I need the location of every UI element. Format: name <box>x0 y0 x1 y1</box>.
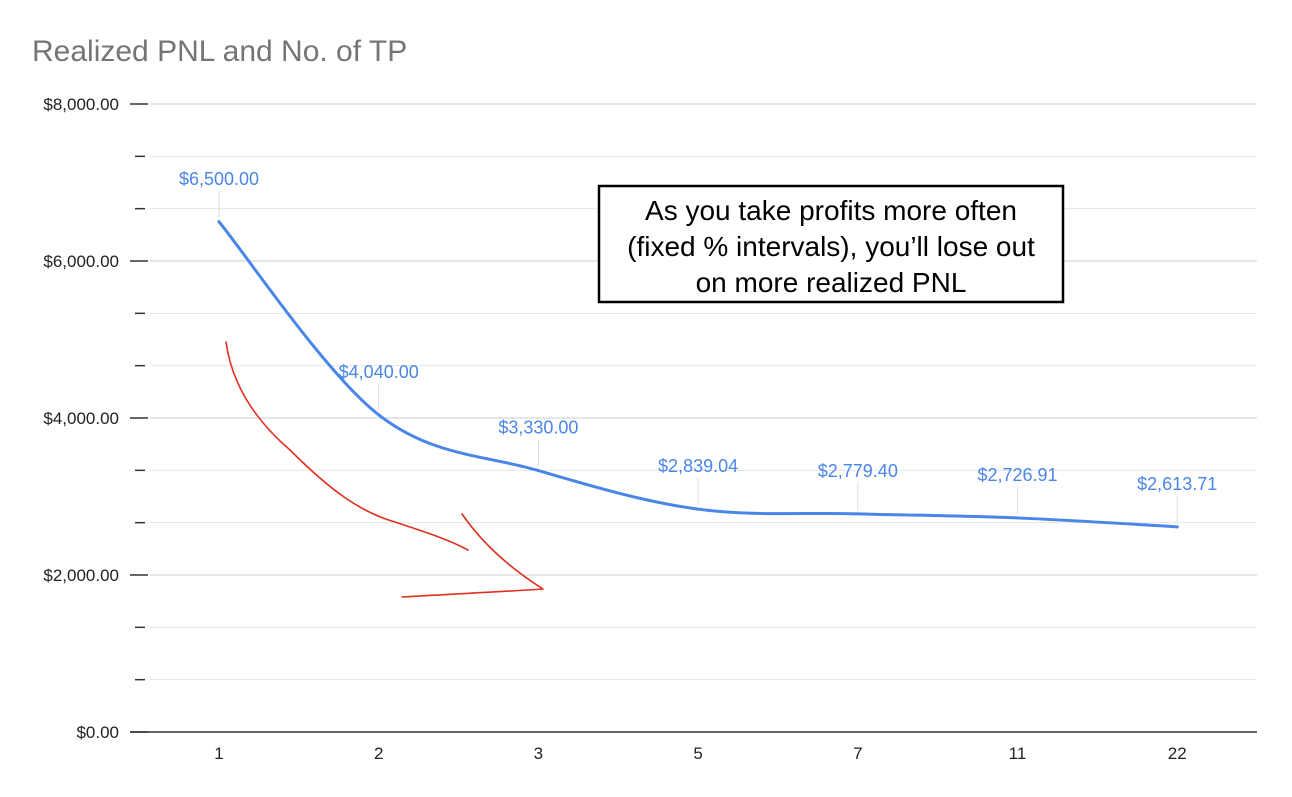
annotation-line-3: on more realized PNL <box>696 267 967 298</box>
axes: $0.00 $2,000.00 $4,000.00 $6,000.00 $8,000.0… <box>43 95 1257 763</box>
data-point <box>856 512 860 516</box>
data-label: $2,613.71 <box>1137 474 1217 494</box>
y-tick-label: $0.00 <box>76 723 119 742</box>
chart-title: Realized PNL and No. of TP <box>32 35 407 68</box>
data-label: $3,330.00 <box>498 418 578 438</box>
y-tick-label: $8,000.00 <box>43 95 119 114</box>
arrow-head <box>401 513 544 598</box>
annotation-line-2: (fixed % intervals), you’ll lose out <box>627 231 1035 262</box>
x-tick-label: 3 <box>534 744 543 763</box>
data-point <box>1016 516 1019 520</box>
data-label: $4,040.00 <box>339 362 419 382</box>
x-tick-label: 2 <box>374 744 383 763</box>
y-tick-label: $6,000.00 <box>43 252 119 271</box>
x-tick-label: 22 <box>1168 744 1187 763</box>
data-point <box>217 220 221 224</box>
data-point <box>696 507 700 511</box>
y-tick-label: $2,000.00 <box>43 566 119 585</box>
x-tick-label: 11 <box>1009 744 1027 763</box>
data-point <box>536 469 540 473</box>
annotation-frame <box>597 184 1065 304</box>
data-label: $2,839.04 <box>658 456 738 476</box>
arrow-curve <box>225 341 469 551</box>
x-tick-label: 5 <box>693 744 702 763</box>
data-label: $2,779.40 <box>818 461 898 481</box>
data-label: $6,500.00 <box>179 169 259 189</box>
x-tick-label: 7 <box>853 744 862 763</box>
annotation-line-1: As you take profits more often <box>645 195 1017 226</box>
annotation-box: As you take profits more often (fixed % … <box>597 184 1065 304</box>
data-label: $2,726.91 <box>977 465 1057 485</box>
x-tick-label: 1 <box>214 744 223 763</box>
data-point <box>1175 525 1179 529</box>
hand-drawn-arrow <box>225 341 544 598</box>
series-layer <box>217 220 1179 529</box>
data-point <box>377 413 381 417</box>
y-tick-label: $4,000.00 <box>43 409 119 428</box>
data-labels: $6,500.00 $4,040.00 $3,330.00 $2,839.04 $2,7… <box>179 169 1217 523</box>
